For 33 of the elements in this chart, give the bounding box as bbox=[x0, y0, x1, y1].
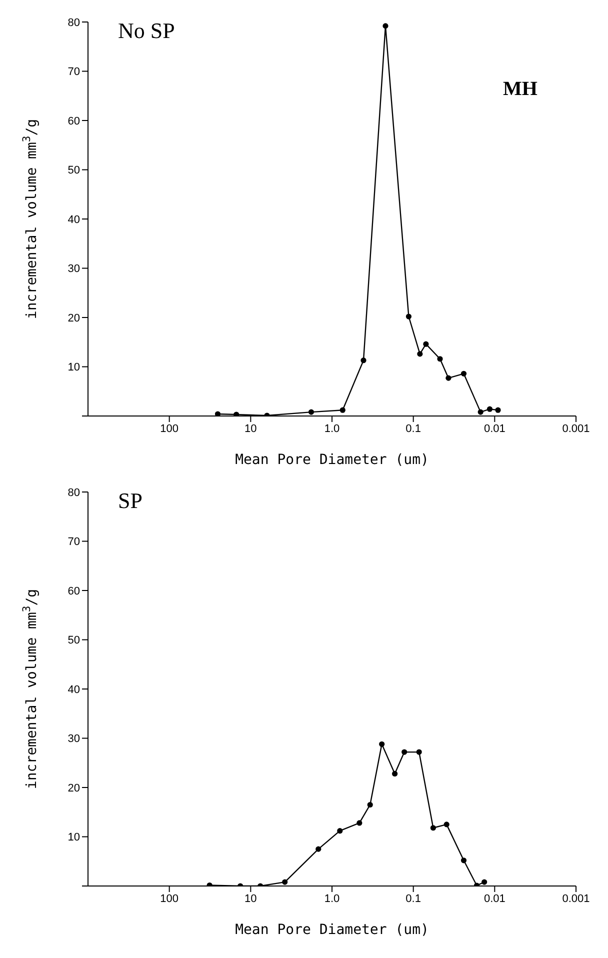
x-tick-label: 1.0 bbox=[324, 422, 340, 435]
x-tick-label: 0.01 bbox=[484, 892, 506, 905]
x-tick-label: 100 bbox=[160, 422, 179, 435]
y-tick-label: 20 bbox=[68, 312, 80, 324]
y-tick-label: 30 bbox=[68, 733, 80, 746]
y-tick-label: 80 bbox=[68, 486, 80, 499]
x-tick-label: 0.001 bbox=[562, 422, 590, 435]
x-axis-title: Mean Pore Diameter (um) bbox=[235, 922, 429, 938]
annotation: SP bbox=[118, 488, 142, 514]
x-tick-label: 0.01 bbox=[484, 422, 506, 435]
y-tick-label: 10 bbox=[68, 832, 80, 844]
x-tick-label: 0.1 bbox=[406, 892, 421, 905]
x-axis-title: Mean Pore Diameter (um) bbox=[235, 452, 429, 468]
x-tick-label: 0.1 bbox=[406, 422, 421, 435]
annotation: MH bbox=[503, 78, 538, 101]
y-tick-label: 20 bbox=[68, 782, 80, 794]
x-tick-label: 10 bbox=[244, 422, 257, 435]
y-tick-label: 70 bbox=[68, 66, 80, 78]
y-tick-label: 40 bbox=[68, 684, 80, 696]
y-tick-label: 70 bbox=[68, 536, 80, 548]
annotation: No SP bbox=[118, 18, 175, 44]
x-tick-label: 10 bbox=[244, 892, 257, 905]
y-tick-label: 50 bbox=[68, 634, 80, 647]
x-tick-label: 100 bbox=[160, 892, 179, 905]
y-tick-label: 40 bbox=[68, 214, 80, 226]
y-tick-label: 10 bbox=[68, 362, 80, 374]
y-tick-label: 30 bbox=[68, 263, 80, 276]
y-tick-label: 80 bbox=[68, 16, 80, 29]
x-tick-label: 0.001 bbox=[562, 892, 590, 905]
y-tick-label: 60 bbox=[68, 115, 80, 128]
x-tick-label: 1.0 bbox=[324, 892, 340, 905]
y-tick-label: 60 bbox=[68, 585, 80, 598]
y-tick-label: 50 bbox=[68, 164, 80, 177]
